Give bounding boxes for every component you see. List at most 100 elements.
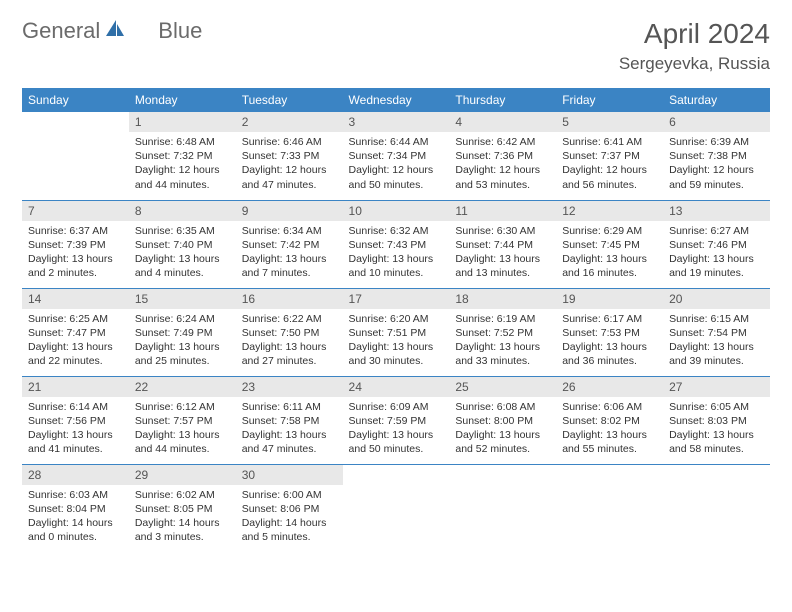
day-number: 30 bbox=[236, 465, 343, 485]
day-number: 28 bbox=[22, 465, 129, 485]
calendar-body: 1Sunrise: 6:48 AMSunset: 7:32 PMDaylight… bbox=[22, 112, 770, 552]
day-details: Sunrise: 6:15 AMSunset: 7:54 PMDaylight:… bbox=[663, 309, 770, 373]
calendar-day-cell: 22Sunrise: 6:12 AMSunset: 7:57 PMDayligh… bbox=[129, 376, 236, 464]
day-number: 13 bbox=[663, 201, 770, 221]
calendar-day-cell: 10Sunrise: 6:32 AMSunset: 7:43 PMDayligh… bbox=[343, 200, 450, 288]
day-details: Sunrise: 6:14 AMSunset: 7:56 PMDaylight:… bbox=[22, 397, 129, 461]
month-title: April 2024 bbox=[619, 18, 770, 50]
day-number: 15 bbox=[129, 289, 236, 309]
day-details: Sunrise: 6:35 AMSunset: 7:40 PMDaylight:… bbox=[129, 221, 236, 285]
calendar-week-row: 1Sunrise: 6:48 AMSunset: 7:32 PMDaylight… bbox=[22, 112, 770, 200]
calendar-day-cell: 18Sunrise: 6:19 AMSunset: 7:52 PMDayligh… bbox=[449, 288, 556, 376]
day-details: Sunrise: 6:20 AMSunset: 7:51 PMDaylight:… bbox=[343, 309, 450, 373]
calendar-day-cell: 15Sunrise: 6:24 AMSunset: 7:49 PMDayligh… bbox=[129, 288, 236, 376]
calendar-empty-cell bbox=[22, 112, 129, 200]
calendar-empty-cell bbox=[556, 464, 663, 552]
day-number: 22 bbox=[129, 377, 236, 397]
day-number: 27 bbox=[663, 377, 770, 397]
day-number: 4 bbox=[449, 112, 556, 132]
day-details: Sunrise: 6:08 AMSunset: 8:00 PMDaylight:… bbox=[449, 397, 556, 461]
day-number: 11 bbox=[449, 201, 556, 221]
calendar-week-row: 21Sunrise: 6:14 AMSunset: 7:56 PMDayligh… bbox=[22, 376, 770, 464]
day-details: Sunrise: 6:22 AMSunset: 7:50 PMDaylight:… bbox=[236, 309, 343, 373]
brand-logo: General Blue bbox=[22, 18, 202, 44]
day-details: Sunrise: 6:30 AMSunset: 7:44 PMDaylight:… bbox=[449, 221, 556, 285]
day-details: Sunrise: 6:00 AMSunset: 8:06 PMDaylight:… bbox=[236, 485, 343, 549]
weekday-header: Wednesday bbox=[343, 88, 450, 112]
weekday-header: Friday bbox=[556, 88, 663, 112]
brand-text-2: Blue bbox=[158, 18, 202, 44]
day-number: 24 bbox=[343, 377, 450, 397]
day-number: 2 bbox=[236, 112, 343, 132]
calendar-day-cell: 4Sunrise: 6:42 AMSunset: 7:36 PMDaylight… bbox=[449, 112, 556, 200]
weekday-header: Saturday bbox=[663, 88, 770, 112]
day-number: 8 bbox=[129, 201, 236, 221]
day-details: Sunrise: 6:44 AMSunset: 7:34 PMDaylight:… bbox=[343, 132, 450, 196]
calendar-day-cell: 30Sunrise: 6:00 AMSunset: 8:06 PMDayligh… bbox=[236, 464, 343, 552]
day-details: Sunrise: 6:46 AMSunset: 7:33 PMDaylight:… bbox=[236, 132, 343, 196]
day-details: Sunrise: 6:41 AMSunset: 7:37 PMDaylight:… bbox=[556, 132, 663, 196]
title-block: April 2024 Sergeyevka, Russia bbox=[619, 18, 770, 74]
day-details: Sunrise: 6:34 AMSunset: 7:42 PMDaylight:… bbox=[236, 221, 343, 285]
page-header: General Blue April 2024 Sergeyevka, Russ… bbox=[22, 18, 770, 74]
day-number: 19 bbox=[556, 289, 663, 309]
calendar-day-cell: 12Sunrise: 6:29 AMSunset: 7:45 PMDayligh… bbox=[556, 200, 663, 288]
day-details: Sunrise: 6:09 AMSunset: 7:59 PMDaylight:… bbox=[343, 397, 450, 461]
calendar-day-cell: 7Sunrise: 6:37 AMSunset: 7:39 PMDaylight… bbox=[22, 200, 129, 288]
weekday-header-row: SundayMondayTuesdayWednesdayThursdayFrid… bbox=[22, 88, 770, 112]
calendar-table: SundayMondayTuesdayWednesdayThursdayFrid… bbox=[22, 88, 770, 552]
day-number: 14 bbox=[22, 289, 129, 309]
calendar-day-cell: 19Sunrise: 6:17 AMSunset: 7:53 PMDayligh… bbox=[556, 288, 663, 376]
weekday-header: Thursday bbox=[449, 88, 556, 112]
day-details: Sunrise: 6:25 AMSunset: 7:47 PMDaylight:… bbox=[22, 309, 129, 373]
day-number: 16 bbox=[236, 289, 343, 309]
calendar-day-cell: 5Sunrise: 6:41 AMSunset: 7:37 PMDaylight… bbox=[556, 112, 663, 200]
day-number: 25 bbox=[449, 377, 556, 397]
day-details: Sunrise: 6:39 AMSunset: 7:38 PMDaylight:… bbox=[663, 132, 770, 196]
calendar-day-cell: 29Sunrise: 6:02 AMSunset: 8:05 PMDayligh… bbox=[129, 464, 236, 552]
calendar-day-cell: 17Sunrise: 6:20 AMSunset: 7:51 PMDayligh… bbox=[343, 288, 450, 376]
calendar-day-cell: 8Sunrise: 6:35 AMSunset: 7:40 PMDaylight… bbox=[129, 200, 236, 288]
calendar-day-cell: 21Sunrise: 6:14 AMSunset: 7:56 PMDayligh… bbox=[22, 376, 129, 464]
calendar-day-cell: 2Sunrise: 6:46 AMSunset: 7:33 PMDaylight… bbox=[236, 112, 343, 200]
day-details: Sunrise: 6:06 AMSunset: 8:02 PMDaylight:… bbox=[556, 397, 663, 461]
day-number: 20 bbox=[663, 289, 770, 309]
day-number: 29 bbox=[129, 465, 236, 485]
day-details: Sunrise: 6:02 AMSunset: 8:05 PMDaylight:… bbox=[129, 485, 236, 549]
day-details: Sunrise: 6:24 AMSunset: 7:49 PMDaylight:… bbox=[129, 309, 236, 373]
calendar-week-row: 14Sunrise: 6:25 AMSunset: 7:47 PMDayligh… bbox=[22, 288, 770, 376]
day-number: 9 bbox=[236, 201, 343, 221]
weekday-header: Tuesday bbox=[236, 88, 343, 112]
day-details: Sunrise: 6:05 AMSunset: 8:03 PMDaylight:… bbox=[663, 397, 770, 461]
calendar-day-cell: 20Sunrise: 6:15 AMSunset: 7:54 PMDayligh… bbox=[663, 288, 770, 376]
calendar-day-cell: 3Sunrise: 6:44 AMSunset: 7:34 PMDaylight… bbox=[343, 112, 450, 200]
weekday-header: Sunday bbox=[22, 88, 129, 112]
day-details: Sunrise: 6:29 AMSunset: 7:45 PMDaylight:… bbox=[556, 221, 663, 285]
day-number: 1 bbox=[129, 112, 236, 132]
day-details: Sunrise: 6:17 AMSunset: 7:53 PMDaylight:… bbox=[556, 309, 663, 373]
day-number: 17 bbox=[343, 289, 450, 309]
brand-text-1: General bbox=[22, 18, 100, 44]
calendar-empty-cell bbox=[343, 464, 450, 552]
calendar-empty-cell bbox=[663, 464, 770, 552]
weekday-header: Monday bbox=[129, 88, 236, 112]
day-details: Sunrise: 6:19 AMSunset: 7:52 PMDaylight:… bbox=[449, 309, 556, 373]
calendar-empty-cell bbox=[449, 464, 556, 552]
day-number: 6 bbox=[663, 112, 770, 132]
day-details: Sunrise: 6:42 AMSunset: 7:36 PMDaylight:… bbox=[449, 132, 556, 196]
day-details: Sunrise: 6:11 AMSunset: 7:58 PMDaylight:… bbox=[236, 397, 343, 461]
calendar-day-cell: 11Sunrise: 6:30 AMSunset: 7:44 PMDayligh… bbox=[449, 200, 556, 288]
day-number: 18 bbox=[449, 289, 556, 309]
day-details: Sunrise: 6:27 AMSunset: 7:46 PMDaylight:… bbox=[663, 221, 770, 285]
calendar-day-cell: 1Sunrise: 6:48 AMSunset: 7:32 PMDaylight… bbox=[129, 112, 236, 200]
calendar-day-cell: 27Sunrise: 6:05 AMSunset: 8:03 PMDayligh… bbox=[663, 376, 770, 464]
calendar-day-cell: 28Sunrise: 6:03 AMSunset: 8:04 PMDayligh… bbox=[22, 464, 129, 552]
calendar-day-cell: 9Sunrise: 6:34 AMSunset: 7:42 PMDaylight… bbox=[236, 200, 343, 288]
calendar-week-row: 28Sunrise: 6:03 AMSunset: 8:04 PMDayligh… bbox=[22, 464, 770, 552]
day-details: Sunrise: 6:03 AMSunset: 8:04 PMDaylight:… bbox=[22, 485, 129, 549]
calendar-day-cell: 16Sunrise: 6:22 AMSunset: 7:50 PMDayligh… bbox=[236, 288, 343, 376]
calendar-day-cell: 23Sunrise: 6:11 AMSunset: 7:58 PMDayligh… bbox=[236, 376, 343, 464]
day-number: 7 bbox=[22, 201, 129, 221]
day-details: Sunrise: 6:48 AMSunset: 7:32 PMDaylight:… bbox=[129, 132, 236, 196]
day-number: 12 bbox=[556, 201, 663, 221]
